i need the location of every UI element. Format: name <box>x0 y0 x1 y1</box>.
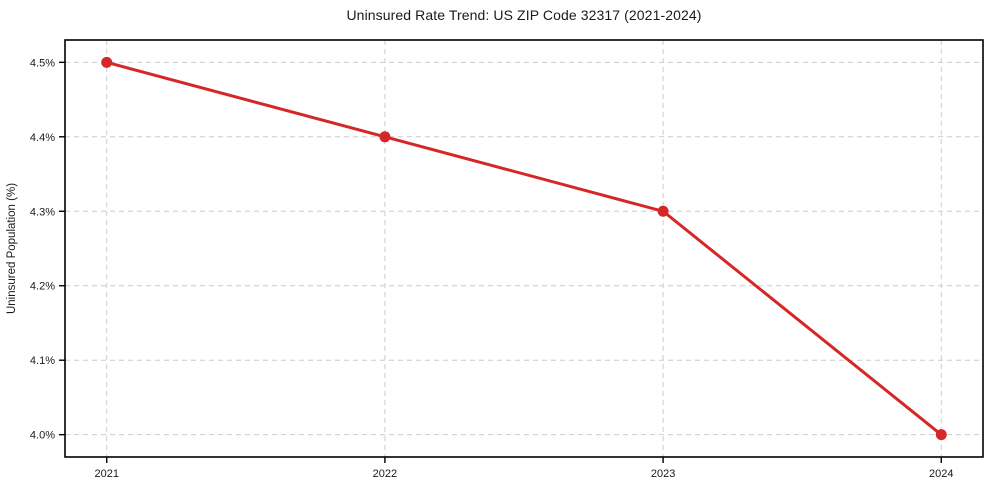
trend-line <box>105 60 943 437</box>
y-axis-label: Uninsured Population (%) <box>6 183 18 314</box>
plot-border <box>64 39 984 458</box>
y-tick-label: 4.4% <box>30 132 55 144</box>
data-point-marker <box>657 205 669 217</box>
data-point-marker <box>935 429 947 441</box>
y-tick-label: 4.0% <box>30 430 55 442</box>
x-tick-label: 2022 <box>373 468 397 480</box>
x-tick-label: 2021 <box>94 468 118 480</box>
y-tick-label: 4.5% <box>30 57 55 69</box>
x-tick-label: 2024 <box>929 468 953 480</box>
y-tick-label: 4.3% <box>30 206 55 218</box>
data-point-marker <box>379 131 391 143</box>
chart-title: Uninsured Rate Trend: US ZIP Code 32317 … <box>346 7 702 23</box>
y-tick-label: 4.1% <box>30 355 55 367</box>
data-point-marker <box>101 56 113 68</box>
y-tick-label: 4.2% <box>30 281 55 293</box>
x-tick-label: 2023 <box>651 468 675 480</box>
